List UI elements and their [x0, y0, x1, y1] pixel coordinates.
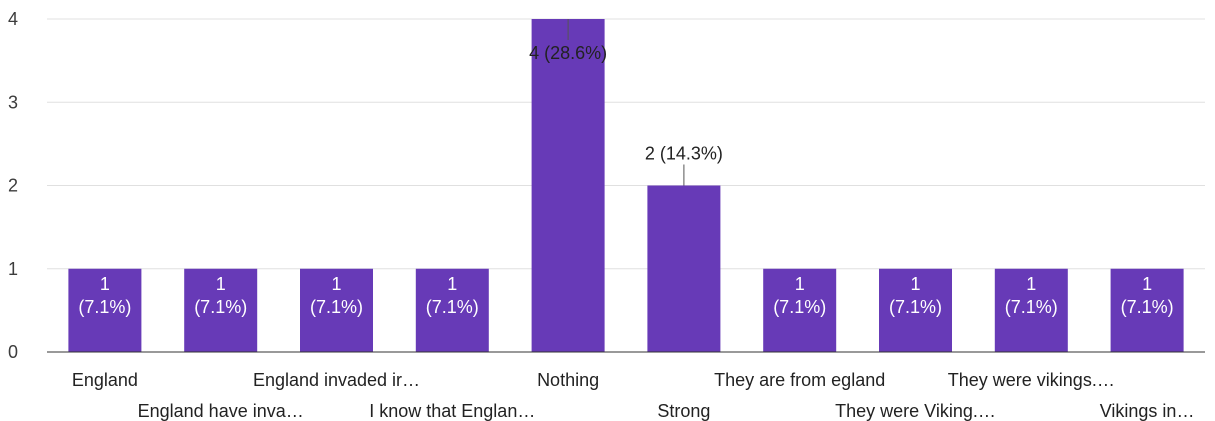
grid-lines	[47, 18, 1205, 270]
x-tick-label: They were vikings.…	[948, 370, 1115, 390]
bar	[1110, 268, 1184, 352]
bar	[531, 19, 605, 352]
y-axis-ticks: 0 1 2 3 4	[8, 9, 18, 362]
x-tick-label: They were Viking.…	[835, 401, 996, 421]
bar	[68, 268, 142, 352]
bar	[415, 268, 489, 352]
data-label: 2 (14.3%)	[645, 144, 723, 164]
bar	[763, 268, 837, 352]
data-label: 4 (28.6%)	[529, 43, 607, 63]
data-label: 1 (7.1%)	[426, 274, 479, 317]
y-tick-label: 3	[8, 92, 18, 112]
data-label: 1 (7.1%)	[310, 274, 363, 317]
data-label: 1 (7.1%)	[1005, 274, 1058, 317]
bars	[68, 19, 1184, 352]
bar	[879, 268, 952, 352]
x-tick-label: I know that Englan…	[369, 401, 535, 421]
data-label: 1 (7.1%)	[889, 274, 942, 317]
y-tick-label: 0	[8, 342, 18, 362]
x-tick-label: Nothing	[537, 370, 599, 390]
x-tick-label: Strong	[657, 401, 710, 421]
data-label: 1 (7.1%)	[194, 274, 247, 317]
y-tick-label: 2	[8, 176, 18, 196]
bar	[994, 268, 1068, 352]
y-tick-label: 1	[8, 259, 18, 279]
data-label: 1 (7.1%)	[78, 274, 131, 317]
bar	[300, 268, 373, 352]
x-tick-label: England invaded ir…	[253, 370, 420, 390]
bar	[184, 268, 258, 352]
x-tick-label: England have inva…	[138, 401, 304, 421]
data-label: 1 (7.1%)	[1121, 274, 1174, 317]
x-tick-label: They are from egland	[714, 370, 885, 390]
data-labels: 1 (7.1%) 1 (7.1%) 1 (7.1%) 1 (7.1%) 4 (28.6%) 2 (…	[78, 19, 1174, 317]
x-tick-label: England	[72, 370, 138, 390]
data-label: 1 (7.1%)	[773, 274, 826, 317]
bar	[647, 185, 721, 352]
y-tick-label: 4	[8, 9, 18, 29]
x-tick-label: Vikings in…	[1100, 401, 1195, 421]
